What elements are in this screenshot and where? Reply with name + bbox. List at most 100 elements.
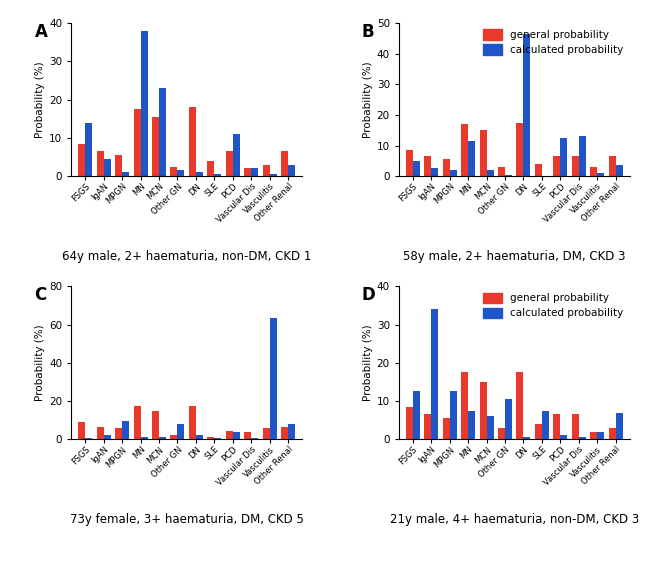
Bar <box>189 406 196 439</box>
Bar <box>579 438 586 439</box>
Text: 21y male, 4+ haematuria, non-DM, CKD 3: 21y male, 4+ haematuria, non-DM, CKD 3 <box>389 513 639 526</box>
Bar <box>406 150 413 176</box>
Text: B: B <box>362 23 374 41</box>
Bar <box>263 428 270 439</box>
Bar <box>233 432 240 439</box>
Bar <box>461 372 468 439</box>
Bar <box>579 136 586 176</box>
Bar <box>468 141 475 176</box>
Bar <box>244 432 251 439</box>
Bar <box>134 406 141 439</box>
Bar <box>152 117 159 176</box>
Bar <box>189 108 196 176</box>
Bar <box>214 174 221 176</box>
Bar <box>152 410 159 439</box>
Bar <box>115 428 122 439</box>
Y-axis label: Probability (%): Probability (%) <box>35 324 45 401</box>
Bar <box>97 151 104 176</box>
Bar <box>196 435 203 439</box>
Bar <box>609 428 616 439</box>
Bar <box>572 156 579 176</box>
Bar <box>524 438 530 439</box>
Bar <box>251 438 258 439</box>
Text: C: C <box>34 286 47 304</box>
Bar <box>524 34 530 176</box>
Bar <box>115 155 122 176</box>
Bar <box>424 414 431 439</box>
Bar <box>171 435 177 439</box>
Bar <box>104 435 111 439</box>
Bar <box>590 432 597 439</box>
Bar <box>196 172 203 176</box>
Bar <box>487 416 493 439</box>
Bar <box>616 165 622 176</box>
Bar <box>85 123 92 176</box>
Bar <box>517 372 524 439</box>
Bar <box>431 309 438 439</box>
Bar <box>535 164 542 176</box>
Bar <box>450 170 457 176</box>
Bar <box>244 168 251 176</box>
Bar <box>141 31 147 176</box>
Bar <box>97 427 104 439</box>
Bar <box>251 168 258 176</box>
Bar <box>560 435 567 439</box>
Bar <box>505 175 512 176</box>
Bar <box>104 159 111 176</box>
Bar <box>480 382 487 439</box>
Bar <box>270 174 276 176</box>
Bar <box>233 134 240 176</box>
Bar <box>554 414 560 439</box>
Bar <box>431 168 438 176</box>
Bar <box>413 391 420 439</box>
Bar <box>609 156 616 176</box>
Bar <box>177 424 184 439</box>
Text: 64y male, 2+ haematuria, non-DM, CKD 1: 64y male, 2+ haematuria, non-DM, CKD 1 <box>62 250 312 262</box>
Bar <box>468 410 475 439</box>
Bar <box>122 421 129 439</box>
Bar <box>263 165 270 176</box>
Bar <box>208 438 214 439</box>
Bar <box>572 414 579 439</box>
Y-axis label: Probability (%): Probability (%) <box>363 324 373 401</box>
Bar <box>85 438 92 439</box>
Bar <box>498 428 505 439</box>
Bar <box>159 88 166 176</box>
Y-axis label: Probability (%): Probability (%) <box>35 61 45 138</box>
Bar <box>616 413 622 439</box>
Bar <box>542 410 549 439</box>
Bar <box>450 391 457 439</box>
Y-axis label: Probability (%): Probability (%) <box>363 61 373 138</box>
Bar <box>505 399 512 439</box>
Bar <box>281 427 288 439</box>
Bar <box>281 151 288 176</box>
Bar <box>134 109 141 176</box>
Bar <box>535 424 542 439</box>
Bar <box>517 123 524 176</box>
Bar <box>480 130 487 176</box>
Text: 73y female, 3+ haematuria, DM, CKD 5: 73y female, 3+ haematuria, DM, CKD 5 <box>70 513 304 526</box>
Bar <box>443 418 450 439</box>
Text: 58y male, 2+ haematuria, DM, CKD 3: 58y male, 2+ haematuria, DM, CKD 3 <box>403 250 626 262</box>
Bar <box>159 438 166 439</box>
Bar <box>461 124 468 176</box>
Bar <box>406 407 413 439</box>
Bar <box>560 138 567 176</box>
Bar <box>226 431 233 439</box>
Legend: general probability, calculated probability: general probability, calculated probabil… <box>479 288 628 323</box>
Bar <box>270 318 276 439</box>
Bar <box>554 156 560 176</box>
Bar <box>171 166 177 176</box>
Bar <box>214 438 221 439</box>
Legend: general probability, calculated probability: general probability, calculated probabil… <box>479 25 628 60</box>
Bar <box>122 172 129 176</box>
Bar <box>597 432 604 439</box>
Bar <box>208 161 214 176</box>
Bar <box>443 160 450 176</box>
Bar <box>498 167 505 176</box>
Text: D: D <box>362 286 376 304</box>
Bar <box>79 143 85 176</box>
Bar <box>288 165 295 176</box>
Bar <box>141 438 147 439</box>
Bar <box>487 170 493 176</box>
